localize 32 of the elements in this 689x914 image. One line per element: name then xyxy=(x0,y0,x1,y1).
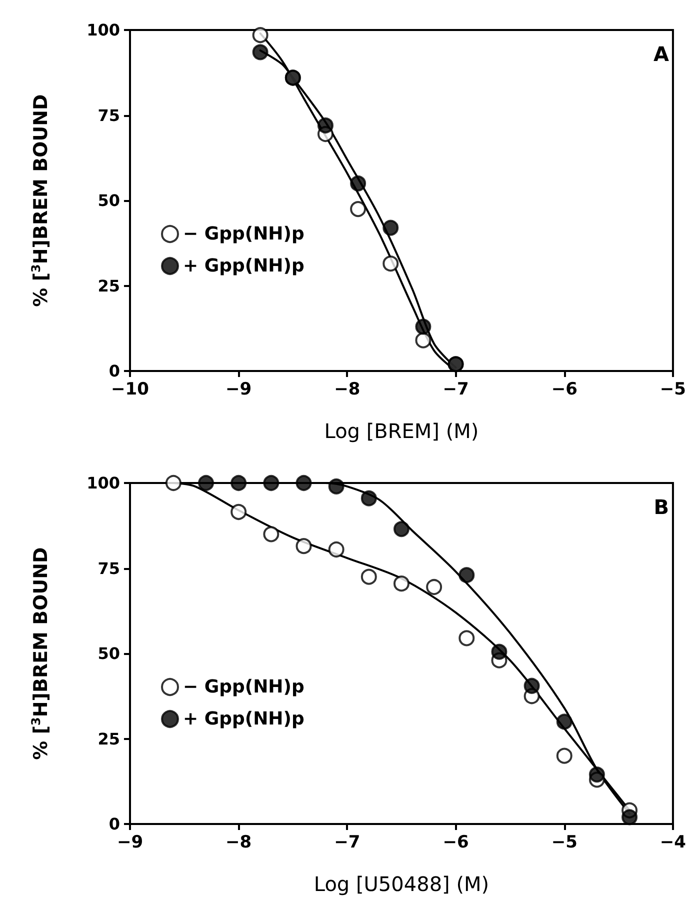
x-axis-title: Log [U50488] (M) xyxy=(314,872,490,896)
y-tick-label: 25 xyxy=(98,729,120,748)
x-tick-label: −5 xyxy=(551,832,578,852)
x-tick-label: −9 xyxy=(226,380,252,400)
y-tick-label: 75 xyxy=(98,558,120,578)
x-tick-label: −8 xyxy=(226,832,252,852)
legend-label: − Gpp(NH)p xyxy=(183,676,304,698)
y-tick-label: 100 xyxy=(86,20,120,40)
y-tick-label: 0 xyxy=(108,814,120,834)
y-tick-label: 50 xyxy=(98,191,120,210)
y-tick-label: 50 xyxy=(98,644,120,663)
x-tick-label: −6 xyxy=(551,380,578,400)
y-axis-title: % [3H]BREM BOUND xyxy=(29,94,52,307)
annotation: A xyxy=(654,42,670,66)
x-tick-label: −10 xyxy=(111,380,150,400)
y-tick-label: 75 xyxy=(98,106,120,125)
y-tick-label: 0 xyxy=(108,362,120,380)
x-tick-label: −5 xyxy=(660,380,686,400)
legend-label: + Gpp(NH)p xyxy=(183,256,304,276)
x-tick-label: −4 xyxy=(660,832,686,852)
annotation: B xyxy=(654,495,670,519)
legend-label: − Gpp(NH)p xyxy=(183,224,304,244)
x-axis-title: Log [BREM] (M) xyxy=(324,419,479,443)
x-tick-label: −9 xyxy=(116,832,144,852)
legend-label: + Gpp(NH)p xyxy=(183,708,304,730)
x-tick-label: −8 xyxy=(334,380,360,400)
x-tick-label: −6 xyxy=(442,832,469,852)
y-tick-label: 100 xyxy=(86,474,120,492)
y-axis-title: % [3H]BREM BOUND xyxy=(29,547,52,760)
x-tick-label: −7 xyxy=(334,832,360,852)
y-tick-label: 25 xyxy=(98,276,120,296)
x-tick-label: −7 xyxy=(442,380,469,400)
